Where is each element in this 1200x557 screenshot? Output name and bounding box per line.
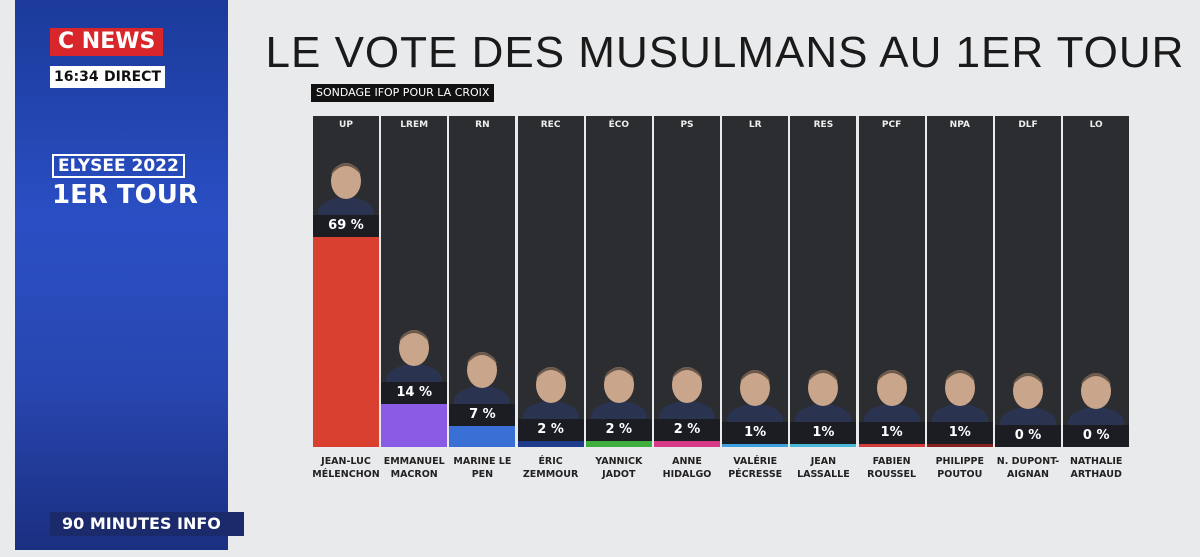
x-tick-label: VALÉRIE PÉCRESSE <box>728 456 783 480</box>
party-label: RN <box>475 120 490 130</box>
party-label: RES <box>813 120 834 130</box>
chart-title: LE VOTE DES MUSULMANS AU 1ER TOUR <box>265 28 1185 77</box>
candidate-photo <box>790 360 856 436</box>
value-label: 1% <box>722 421 789 444</box>
party-label: REC <box>540 120 561 130</box>
x-tick-label: ÉRIC ZEMMOUR <box>522 456 579 480</box>
bar <box>517 440 584 447</box>
live-badge: DIRECT <box>100 66 165 88</box>
chart-subtitle: SONDAGE IFOP POUR LA CROIX <box>311 84 495 102</box>
bar <box>585 440 652 447</box>
x-tick-label: YANNICK JADOT <box>595 456 643 480</box>
bar <box>722 443 789 447</box>
party-label: ÉCO <box>608 120 629 130</box>
value-label: 1% <box>858 421 925 444</box>
party-label: LREM <box>400 120 429 130</box>
candidate-photo <box>381 320 447 397</box>
candidate-photo <box>654 357 720 433</box>
value-label: 69 % <box>313 215 379 238</box>
clock: 16:34 <box>50 66 103 88</box>
candidate-photo <box>927 360 993 436</box>
candidate-photo <box>859 360 925 436</box>
value-label: 0 % <box>995 425 1061 447</box>
value-label: 7 % <box>449 403 516 426</box>
candidate-photo <box>313 153 379 230</box>
value-label: 2 % <box>585 418 652 441</box>
bar <box>790 443 857 447</box>
x-tick-label: JEAN-LUC MÉLENCHON <box>312 456 380 480</box>
x-tick-label: PHILIPPE POUTOU <box>935 456 985 480</box>
x-tick-label: EMMANUEL MACRON <box>383 456 445 480</box>
party-label: PCF <box>881 120 902 130</box>
bar <box>313 237 379 447</box>
program-label: 90 MINUTES INFO <box>50 512 244 536</box>
party-label: PS <box>680 120 694 130</box>
candidate-photo <box>722 360 788 436</box>
candidate-photo <box>449 342 515 418</box>
candidate-photo <box>586 357 652 433</box>
value-label: 2 % <box>517 418 584 441</box>
party-label: NPA <box>949 120 970 130</box>
bar <box>381 404 448 447</box>
candidate-photo <box>518 357 584 433</box>
bar <box>858 443 925 447</box>
round-label: 1ER TOUR <box>52 180 198 210</box>
bar <box>449 425 516 447</box>
bar <box>654 440 720 447</box>
event-label: ELYSEE 2022 <box>52 154 185 178</box>
x-tick-label: NATHALIE ARTHAUD <box>1069 456 1123 480</box>
party-label: LR <box>748 120 762 130</box>
party-label: LO <box>1089 120 1103 130</box>
value-label: 1% <box>790 421 857 444</box>
value-label: 0 % <box>1063 425 1130 447</box>
x-tick-label: JEAN LASSALLE <box>797 456 850 480</box>
value-label: 1% <box>926 421 993 444</box>
party-label: DLF <box>1018 120 1038 130</box>
x-tick-label: ANNE HIDALGO <box>662 456 712 480</box>
candidate-photo <box>995 363 1061 439</box>
candidate-photo <box>1063 363 1129 439</box>
channel-logo: C NEWS <box>50 28 164 56</box>
bar <box>926 443 993 447</box>
x-tick-label: N. DUPONT-AIGNAN <box>996 456 1060 480</box>
value-label: 2 % <box>654 418 720 441</box>
x-tick-label: FABIEN ROUSSEL <box>867 456 917 480</box>
party-label: UP <box>339 120 353 130</box>
side-panel <box>15 0 228 550</box>
value-label: 14 % <box>381 382 448 405</box>
x-tick-label: MARINE LE PEN <box>453 456 512 480</box>
